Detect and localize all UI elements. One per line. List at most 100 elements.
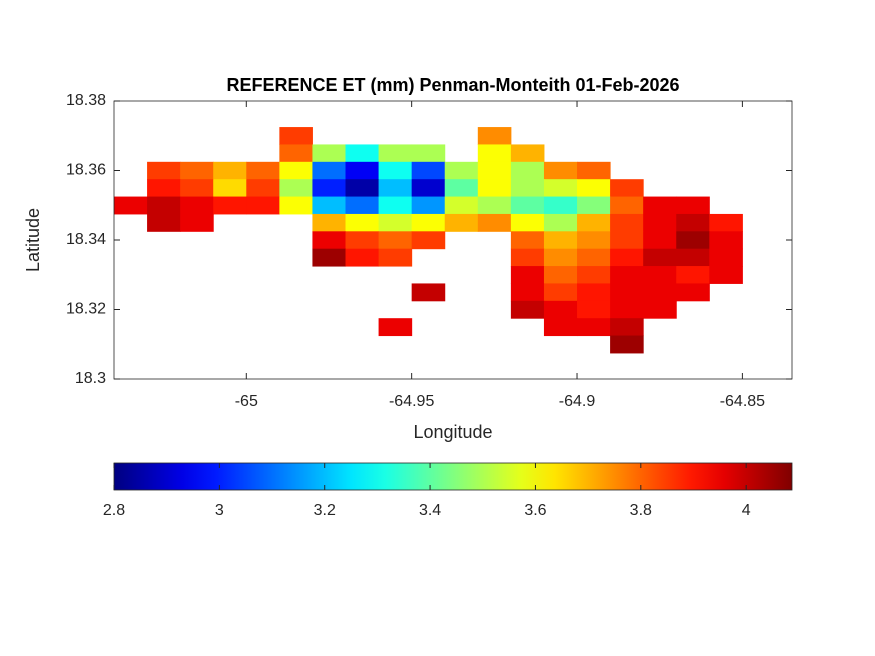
cell: [411, 283, 446, 302]
cell: [477, 196, 512, 215]
cell: [610, 266, 644, 284]
cell: [676, 213, 710, 232]
y-tick-label: 18.38: [66, 92, 106, 109]
cell: [312, 213, 347, 232]
cell: [676, 266, 710, 284]
cell: [378, 161, 413, 180]
cell: [543, 266, 578, 284]
cell: [279, 161, 313, 180]
cell: [543, 231, 578, 250]
cell: [246, 161, 280, 180]
y-axis-label: Latitude: [23, 208, 43, 272]
cell: [543, 300, 578, 319]
cell: [378, 318, 413, 337]
y-tick-label: 18.36: [66, 162, 106, 179]
cell: [709, 248, 743, 267]
cell: [577, 196, 611, 215]
cell: [411, 196, 446, 215]
cell: [510, 300, 545, 319]
cell: [643, 266, 677, 284]
cell: [147, 196, 181, 215]
cell: [279, 179, 313, 198]
cell: [510, 144, 545, 163]
cell: [279, 144, 313, 163]
cell: [279, 196, 313, 215]
cell: [643, 213, 677, 232]
y-tick-label: 18.3: [75, 370, 106, 387]
colorbar-tick-label: 4: [742, 502, 751, 519]
cell: [543, 248, 578, 267]
field: [114, 127, 743, 354]
cell: [378, 196, 413, 215]
cell: [643, 283, 677, 302]
cell: [312, 179, 347, 198]
cell: [543, 213, 578, 232]
cell: [543, 318, 578, 337]
cell: [444, 196, 479, 215]
cell: [610, 318, 644, 337]
x-tick-label: -65: [235, 393, 258, 410]
cell: [577, 213, 611, 232]
cell: [345, 179, 380, 198]
cell: [180, 179, 214, 198]
cell: [610, 248, 644, 267]
colorbar: [113, 462, 793, 491]
cell: [213, 179, 247, 198]
colorbar-tick-label: 3.4: [419, 502, 441, 519]
x-tick-label: -64.9: [559, 393, 596, 410]
x-axis-label: Longitude: [413, 422, 492, 442]
cell: [147, 161, 181, 180]
cell: [378, 213, 413, 232]
colorbar-tick-label: 3.2: [314, 502, 336, 519]
cell: [444, 179, 479, 198]
cell: [577, 248, 611, 267]
cell: [676, 231, 710, 250]
cell: [180, 213, 214, 232]
cell: [709, 213, 743, 232]
cell: [180, 196, 214, 215]
cell: [477, 179, 512, 198]
cell: [378, 144, 413, 163]
cell: [345, 196, 380, 215]
cell: [312, 231, 347, 250]
cell: [510, 266, 545, 284]
cell: [312, 144, 347, 163]
chart-title: REFERENCE ET (mm) Penman-Monteith 01-Feb…: [226, 75, 679, 95]
y-tick-label: 18.34: [66, 231, 106, 248]
cell: [246, 179, 280, 198]
cell: [577, 179, 611, 198]
cell: [213, 161, 247, 180]
cell: [246, 196, 280, 215]
cell: [477, 213, 512, 232]
cell: [676, 283, 710, 302]
cell: [510, 283, 545, 302]
cell: [643, 196, 677, 215]
cell: [543, 196, 578, 215]
cell: [577, 283, 611, 302]
cell: [510, 161, 545, 180]
cell: [147, 213, 181, 232]
cell: [312, 161, 347, 180]
cell: [345, 161, 380, 180]
cell: [610, 231, 644, 250]
cell: [510, 231, 545, 250]
cell: [345, 213, 380, 232]
cell: [213, 196, 247, 215]
cell: [577, 231, 611, 250]
cell: [345, 248, 380, 267]
cell: [477, 161, 512, 180]
cell: [378, 248, 413, 267]
cell: [312, 248, 347, 267]
cell: [610, 196, 644, 215]
colorbar-tick-label: 3.6: [524, 502, 546, 519]
cell: [411, 231, 446, 250]
cell: [411, 179, 446, 198]
cell: [610, 179, 644, 198]
cell: [676, 248, 710, 267]
colorbar-tick-label: 2.8: [103, 502, 125, 519]
cell: [709, 266, 743, 284]
cell: [477, 144, 512, 163]
cell: [411, 161, 446, 180]
